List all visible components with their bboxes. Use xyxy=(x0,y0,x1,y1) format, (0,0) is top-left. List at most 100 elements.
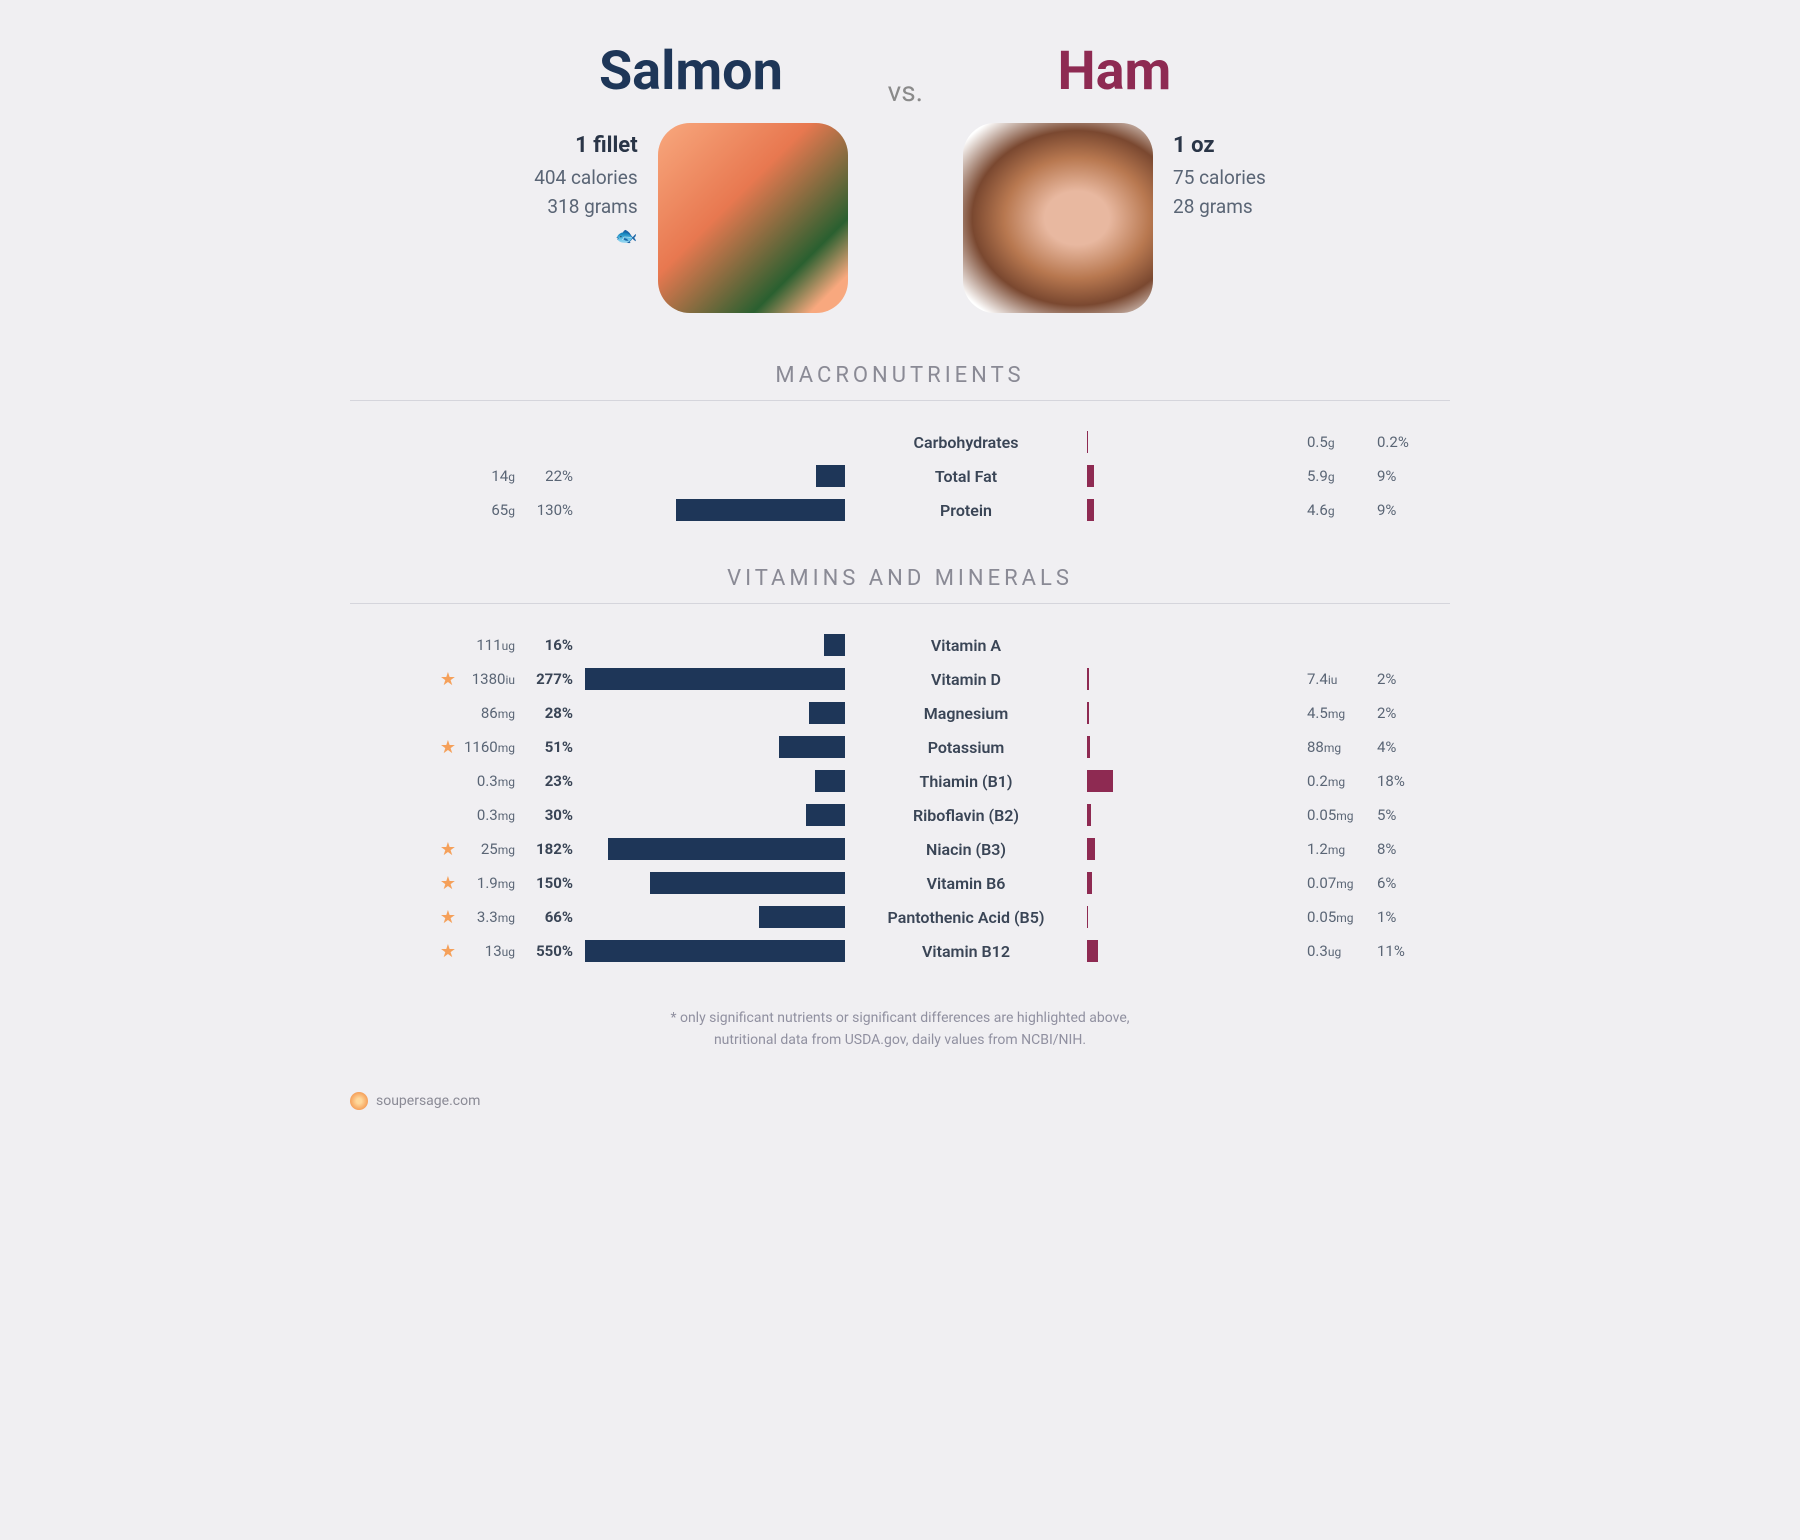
left-percent: 550% xyxy=(523,942,573,960)
nutrient-row: 111ug 16% Vitamin A xyxy=(350,629,1450,661)
macro-section-title: MACRONUTRIENTS xyxy=(350,363,1450,388)
nutrient-label: Vitamin D xyxy=(845,670,1087,689)
right-value: 4.5mg xyxy=(1307,704,1367,722)
right-percent: 11% xyxy=(1377,942,1417,960)
right-bar xyxy=(1087,736,1090,758)
left-percent: 150% xyxy=(523,874,573,892)
left-value: 25mg xyxy=(460,840,515,858)
nutrient-row: ★ 3.3mg 66% Pantothenic Acid (B5) 0.05mg… xyxy=(350,901,1450,933)
right-percent: 8% xyxy=(1377,840,1417,858)
right-bar xyxy=(1087,838,1095,860)
right-value: 1.2mg xyxy=(1307,840,1367,858)
nutrient-row: 86mg 28% Magnesium 4.5mg 2% xyxy=(350,697,1450,729)
right-percent: 2% xyxy=(1377,670,1417,688)
star-icon: ★ xyxy=(436,669,460,690)
right-percent: 4% xyxy=(1377,738,1417,756)
food-left-calories: 404 calories xyxy=(534,166,637,189)
left-percent: 28% xyxy=(523,704,573,722)
left-value: 1.9mg xyxy=(460,874,515,892)
fish-icon: 🐟 xyxy=(534,226,637,247)
nutrient-label: Pantothenic Acid (B5) xyxy=(845,908,1087,927)
left-percent: 30% xyxy=(523,806,573,824)
nutrient-label: Carbohydrates xyxy=(845,433,1087,452)
food-left-serving: 1 fillet xyxy=(534,133,637,158)
right-percent: 18% xyxy=(1377,772,1417,790)
nutrient-label: Vitamin A xyxy=(845,636,1087,655)
left-bar xyxy=(676,499,845,521)
left-value: 1380iu xyxy=(460,670,515,688)
ham-image xyxy=(963,123,1153,313)
right-bar xyxy=(1087,872,1092,894)
star-icon: ★ xyxy=(436,839,460,860)
right-percent: 9% xyxy=(1377,467,1417,485)
right-value: 0.5g xyxy=(1307,433,1367,451)
right-percent: 5% xyxy=(1377,806,1417,824)
left-value: 111ug xyxy=(460,636,515,654)
nutrient-label: Riboflavin (B2) xyxy=(845,806,1087,825)
food-right-stats: 1 oz 75 calories 28 grams xyxy=(1173,123,1266,224)
vitamins-section: VITAMINS AND MINERALS 111ug 16% Vitamin … xyxy=(350,566,1450,967)
right-bar xyxy=(1087,702,1089,724)
right-value: 0.2mg xyxy=(1307,772,1367,790)
nutrient-row: ★ 1380iu 277% Vitamin D 7.4iu 2% xyxy=(350,663,1450,695)
right-percent: 9% xyxy=(1377,501,1417,519)
star-icon: ★ xyxy=(436,907,460,928)
left-bar xyxy=(650,872,845,894)
food-right-serving: 1 oz xyxy=(1173,133,1266,158)
vitamin-divider xyxy=(350,603,1450,604)
food-right-title: Ham xyxy=(1058,40,1172,103)
star-icon: ★ xyxy=(436,873,460,894)
left-value: 13ug xyxy=(460,942,515,960)
footnote-line1: * only significant nutrients or signific… xyxy=(350,1007,1450,1029)
macro-divider xyxy=(350,400,1450,401)
right-value: 4.6g xyxy=(1307,501,1367,519)
left-percent: 23% xyxy=(523,772,573,790)
right-bar xyxy=(1087,804,1091,826)
vs-label: vs. xyxy=(888,75,923,108)
vitamin-section-title: VITAMINS AND MINERALS xyxy=(350,566,1450,591)
left-bar xyxy=(809,702,845,724)
food-left-stats: 1 fillet 404 calories 318 grams 🐟 xyxy=(534,123,637,247)
footnote-line2: nutritional data from USDA.gov, daily va… xyxy=(350,1029,1450,1051)
right-bar xyxy=(1087,431,1088,453)
nutrient-row: Carbohydrates 0.5g 0.2% xyxy=(350,426,1450,458)
left-percent: 51% xyxy=(523,738,573,756)
left-percent: 22% xyxy=(523,467,573,485)
nutrient-row: 65g 130% Protein 4.6g 9% xyxy=(350,494,1450,526)
left-bar xyxy=(585,668,845,690)
right-value: 88mg xyxy=(1307,738,1367,756)
nutrient-row: ★ 25mg 182% Niacin (B3) 1.2mg 8% xyxy=(350,833,1450,865)
right-value: 0.05mg xyxy=(1307,908,1367,926)
right-bar xyxy=(1087,668,1089,690)
left-value: 3.3mg xyxy=(460,908,515,926)
right-value: 0.3ug xyxy=(1307,942,1367,960)
nutrient-row: ★ 13ug 550% Vitamin B12 0.3ug 11% xyxy=(350,935,1450,967)
right-value: 7.4iu xyxy=(1307,670,1367,688)
brand-text: soupersage.com xyxy=(376,1093,480,1109)
nutrient-row: 14g 22% Total Fat 5.9g 9% xyxy=(350,460,1450,492)
right-percent: 6% xyxy=(1377,874,1417,892)
star-icon: ★ xyxy=(436,941,460,962)
right-percent: 0.2% xyxy=(1377,433,1417,451)
nutrient-label: Thiamin (B1) xyxy=(845,772,1087,791)
left-value: 14g xyxy=(460,467,515,485)
right-bar xyxy=(1087,499,1094,521)
right-percent: 2% xyxy=(1377,704,1417,722)
nutrient-label: Vitamin B6 xyxy=(845,874,1087,893)
left-percent: 182% xyxy=(523,840,573,858)
food-right-calories: 75 calories xyxy=(1173,166,1266,189)
food-right-block: Ham 1 oz 75 calories 28 grams xyxy=(963,40,1266,313)
left-bar xyxy=(608,838,845,860)
left-bar xyxy=(585,940,845,962)
food-left-block: Salmon 1 fillet 404 calories 318 grams 🐟 xyxy=(534,40,847,313)
nutrient-label: Total Fat xyxy=(845,467,1087,486)
footnote: * only significant nutrients or signific… xyxy=(350,1007,1450,1052)
nutrient-label: Vitamin B12 xyxy=(845,942,1087,961)
right-bar xyxy=(1087,465,1094,487)
right-bar xyxy=(1087,770,1113,792)
right-value: 5.9g xyxy=(1307,467,1367,485)
nutrient-row: 0.3mg 30% Riboflavin (B2) 0.05mg 5% xyxy=(350,799,1450,831)
left-value: 0.3mg xyxy=(460,806,515,824)
branding: soupersage.com xyxy=(350,1092,1450,1110)
left-percent: 16% xyxy=(523,636,573,654)
